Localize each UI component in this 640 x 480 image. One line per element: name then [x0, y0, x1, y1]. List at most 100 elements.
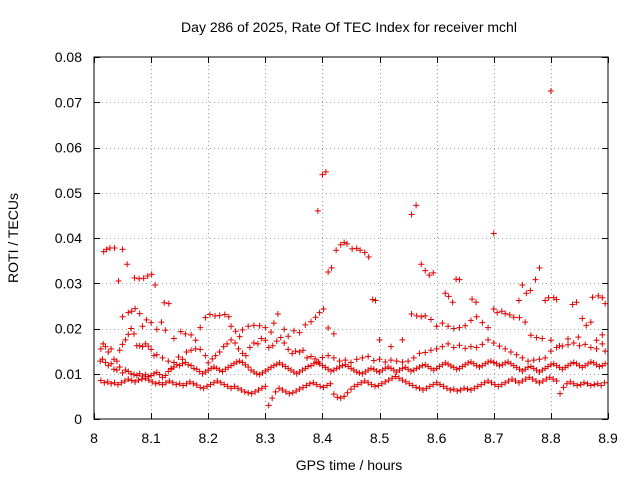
- data-point: [197, 346, 204, 353]
- data-point: [310, 360, 317, 367]
- data-point: [395, 375, 402, 382]
- data-point: [265, 402, 272, 409]
- data-point: [602, 360, 609, 367]
- x-tick-label: 8.4: [313, 430, 333, 446]
- y-tick-label: 0: [74, 411, 82, 427]
- data-point: [473, 344, 480, 351]
- data-point: [173, 361, 180, 368]
- data-point: [598, 382, 605, 389]
- data-point: [158, 319, 165, 326]
- data-point: [365, 254, 372, 261]
- data-point: [273, 338, 280, 345]
- y-tick-label: 0.07: [55, 94, 82, 110]
- data-point: [569, 301, 576, 308]
- data-point: [269, 342, 276, 349]
- data-point: [333, 365, 340, 372]
- data-point: [413, 365, 420, 372]
- data-point: [190, 365, 197, 372]
- data-point: [502, 345, 509, 352]
- data-point: [407, 368, 414, 375]
- data-point: [593, 337, 600, 344]
- data-point: [507, 349, 514, 356]
- data-point: [490, 339, 497, 346]
- data-point: [175, 354, 182, 361]
- data-point: [128, 325, 135, 332]
- data-point: [457, 387, 464, 394]
- data-point: [312, 314, 319, 321]
- data-point: [506, 311, 513, 318]
- data-point: [114, 381, 121, 388]
- data-points: [97, 87, 609, 409]
- data-point: [337, 395, 344, 402]
- data-point: [399, 358, 406, 365]
- data-point: [122, 367, 129, 374]
- data-point: [422, 267, 429, 274]
- data-point: [276, 385, 283, 392]
- data-point: [97, 345, 104, 352]
- data-point: [473, 299, 480, 306]
- data-point: [576, 342, 583, 349]
- data-point: [485, 336, 492, 343]
- data-point: [570, 359, 577, 366]
- data-point: [235, 345, 242, 352]
- data-point: [464, 386, 471, 393]
- data-point: [105, 349, 112, 356]
- data-point: [192, 337, 199, 344]
- data-point: [324, 382, 331, 389]
- data-point: [130, 330, 137, 337]
- data-point: [426, 272, 433, 279]
- data-point: [525, 364, 532, 371]
- data-point: [225, 313, 232, 320]
- data-point: [418, 261, 425, 268]
- y-tick-label: 0.02: [55, 321, 82, 337]
- data-point: [523, 290, 530, 297]
- data-point: [214, 377, 221, 384]
- data-point: [183, 380, 190, 387]
- data-point: [361, 249, 368, 256]
- data-point: [330, 330, 337, 337]
- data-point: [369, 296, 376, 303]
- data-point: [281, 339, 288, 346]
- data-point: [166, 377, 173, 384]
- data-point: [471, 385, 478, 392]
- data-point: [125, 309, 132, 316]
- data-point: [325, 268, 332, 275]
- data-point: [439, 320, 446, 327]
- data-point: [116, 363, 123, 370]
- data-point: [527, 287, 534, 294]
- data-point: [150, 370, 157, 377]
- data-point: [519, 282, 526, 289]
- data-point: [232, 328, 239, 335]
- data-point: [239, 350, 246, 357]
- data-point: [152, 282, 159, 289]
- data-point: [450, 344, 457, 351]
- data-point: [502, 359, 509, 366]
- data-point: [113, 367, 120, 374]
- data-point: [161, 299, 168, 306]
- data-point: [599, 294, 606, 301]
- data-point: [139, 343, 146, 350]
- data-point: [357, 247, 364, 254]
- data-point: [101, 379, 108, 386]
- data-point: [305, 363, 312, 370]
- data-point: [142, 375, 149, 382]
- data-point: [131, 274, 138, 281]
- data-point: [232, 339, 239, 346]
- data-point: [173, 381, 180, 388]
- data-point: [354, 381, 361, 388]
- data-point: [330, 354, 337, 361]
- data-point: [546, 374, 553, 381]
- data-point: [102, 343, 109, 350]
- data-point: [427, 347, 434, 354]
- data-point: [418, 313, 425, 320]
- data-point: [313, 359, 320, 366]
- data-point: [519, 377, 526, 384]
- x-tick-label: 8: [90, 430, 98, 446]
- data-point: [221, 381, 228, 388]
- data-point: [532, 276, 539, 283]
- data-point: [334, 394, 341, 401]
- data-point: [498, 381, 505, 388]
- data-point: [449, 299, 456, 306]
- data-point: [408, 211, 415, 218]
- data-point: [258, 335, 265, 342]
